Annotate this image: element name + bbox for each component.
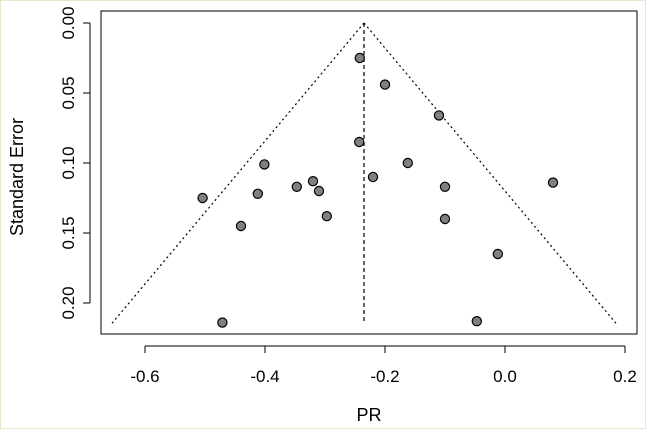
data-point	[252, 188, 263, 199]
data-point	[367, 171, 379, 183]
data-point	[313, 185, 325, 197]
y-axis-label: Standard Error	[7, 118, 27, 236]
y-tick-label: 0.05	[59, 76, 78, 109]
plot-area-border	[100, 10, 638, 335]
x-axis-label: PR	[356, 405, 381, 425]
data-points	[197, 52, 559, 328]
funnel-right-line	[363, 22, 617, 324]
x-tick-label: 0.0	[493, 367, 517, 386]
data-point	[354, 136, 365, 148]
data-point	[439, 213, 451, 225]
x-tick-label: -0.2	[370, 367, 399, 386]
y-tick-label: 0.15	[59, 216, 78, 249]
y-tick-label: 0.10	[59, 146, 78, 179]
x-tick-label: -0.6	[130, 367, 159, 386]
y-tick-label: 0.20	[59, 286, 78, 319]
data-point	[402, 157, 413, 169]
y-tick-label: 0.00	[59, 6, 78, 39]
data-point	[291, 181, 302, 192]
x-tick-label: 0.2	[613, 367, 637, 386]
data-point	[439, 181, 451, 192]
data-point	[217, 317, 228, 328]
x-axis: -0.6 -0.4 -0.2 0.0 0.2	[130, 345, 637, 386]
data-point	[259, 159, 270, 170]
funnel-lines	[111, 22, 617, 324]
data-point	[354, 52, 365, 64]
data-point	[492, 248, 503, 260]
y-axis: 0.00 0.05 0.10 0.15 0.20	[59, 6, 91, 320]
funnel-left-line	[111, 22, 365, 324]
data-point	[197, 192, 208, 204]
data-point	[471, 316, 482, 327]
data-point	[321, 210, 332, 222]
data-point	[235, 220, 247, 232]
data-point	[433, 110, 445, 121]
data-point	[307, 175, 319, 187]
data-point	[379, 79, 391, 90]
data-point	[547, 177, 559, 188]
x-tick-label: -0.4	[250, 367, 279, 386]
